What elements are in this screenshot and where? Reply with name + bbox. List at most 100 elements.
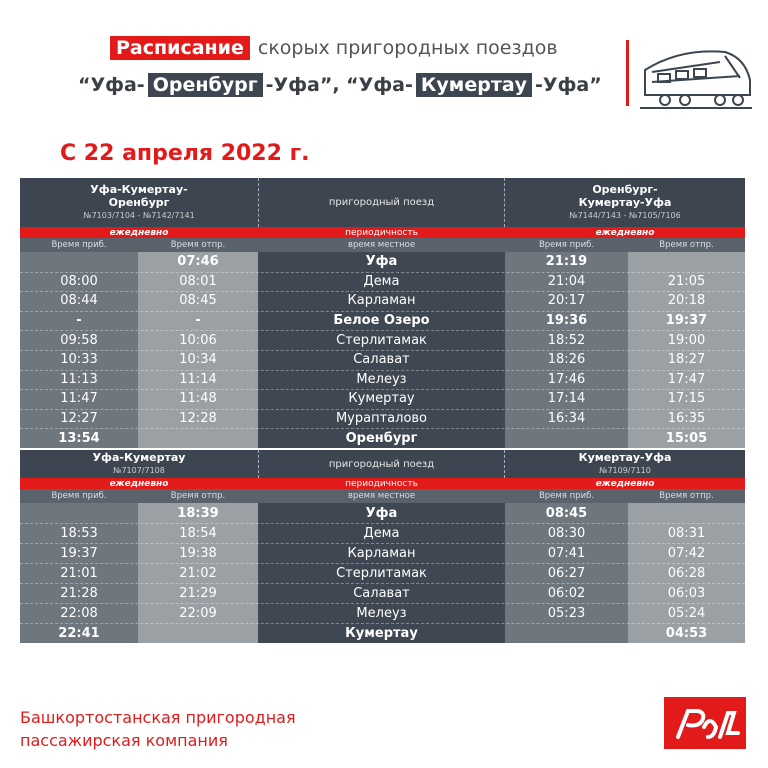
schedule-cell: 08:01 — [179, 273, 217, 289]
schedule-cell: 21:29 — [179, 585, 217, 601]
title: Расписание скорых пригородных поездов — [110, 36, 558, 60]
schedule-cell: Салават — [353, 585, 410, 601]
schedule-cell: 18:27 — [667, 352, 706, 368]
schedule-cell: 08:45 — [545, 505, 588, 521]
schedule-cell: Салават — [353, 352, 410, 368]
schedule-cell: 04:53 — [665, 625, 708, 641]
subheader-cell: Время отпр. — [170, 240, 226, 250]
schedule-cell: 16:35 — [667, 411, 706, 427]
subheader-cell: время местное — [347, 491, 416, 501]
column-bg — [505, 503, 628, 643]
schedule-cell: 08:30 — [547, 525, 586, 541]
schedule-cell: 06:27 — [547, 565, 586, 581]
row-separator — [20, 623, 745, 624]
schedule-cell: 17:14 — [547, 391, 586, 407]
schedule-cell: 19:37 — [60, 545, 98, 561]
date: С 22 апреля 2022 г. — [60, 141, 310, 166]
row-separator — [20, 523, 745, 524]
schedule-cell: 17:47 — [667, 371, 706, 387]
schedule-cell: 21:05 — [667, 273, 706, 289]
schedule-cell: Уфа — [365, 254, 398, 270]
train-name: Уфа-Кумертау — [92, 451, 186, 464]
row-separator — [20, 603, 745, 604]
schedule-cell: 19:36 — [545, 313, 588, 329]
schedule-cell: 05:23 — [547, 605, 586, 621]
train-header: Кумертау-Уфа №7109/7110 — [505, 450, 745, 478]
schedule-cell: 17:15 — [667, 391, 706, 407]
row-separator — [20, 271, 745, 273]
subheader-cell: время местное — [347, 240, 416, 250]
train-name: Оренбург- — [592, 183, 658, 196]
schedule-cell: 11:13 — [60, 371, 98, 387]
schedule-cell: Мелеуз — [356, 605, 407, 621]
row-separator — [20, 389, 745, 391]
schedule-cell: 08:45 — [179, 293, 217, 309]
schedule-cell: 08:44 — [60, 293, 98, 309]
middle-header: пригородный поезд — [258, 178, 505, 227]
table-header — [20, 450, 745, 478]
schedule-cell: 12:28 — [179, 411, 217, 427]
column-bg — [505, 252, 628, 448]
schedule-cell: Уфа — [365, 505, 398, 521]
schedule-cell: 22:41 — [58, 625, 100, 641]
train-numbers: №7109/7110 — [599, 466, 651, 475]
schedule-cell: 19:38 — [179, 545, 217, 561]
column-bg — [258, 252, 505, 448]
train-name: Кумертау-Уфа — [578, 451, 672, 464]
schedule-cell: Оренбург — [345, 430, 418, 446]
schedule-cell: 11:47 — [60, 391, 98, 407]
column-bg — [20, 503, 138, 643]
footer: Башкортостанская пригородная пассажирска… — [20, 706, 296, 752]
subtitle-part: “Уфа- — [78, 74, 145, 96]
subtitle-highlight: Оренбург — [147, 73, 263, 97]
schedule-cell: 18:54 — [179, 525, 217, 541]
schedule-cell: Стерлитамак — [336, 565, 427, 581]
schedule-cell: 09:58 — [60, 332, 98, 348]
schedule-cell: 10:06 — [179, 332, 217, 348]
title-text: скорых пригородных поездов — [257, 37, 558, 59]
train-numbers: №7144/7143 - №7105/7106 — [569, 211, 681, 220]
schedule-cell: - — [195, 313, 201, 329]
schedule-cell: 22:09 — [179, 605, 217, 621]
subtitle: “Уфа- Оренбург -Уфа”, “Уфа- Кумертау -Уф… — [78, 73, 602, 97]
schedule-cell: Карламан — [347, 293, 416, 309]
schedule-cell: 20:18 — [667, 293, 706, 309]
schedule-cell: 18:26 — [547, 352, 586, 368]
schedule-cell: 11:14 — [179, 371, 217, 387]
periodicity: ежедневно — [595, 478, 655, 489]
subheader-row — [20, 238, 745, 252]
schedule-cell: 07:42 — [667, 545, 706, 561]
schedule-cell: 07:41 — [547, 545, 586, 561]
table-header — [20, 178, 745, 227]
schedule-cell: 17:46 — [547, 371, 586, 387]
periodicity-row — [20, 478, 745, 489]
schedule-cell: Мелеуз — [356, 371, 407, 387]
schedule-cell: Дема — [363, 525, 400, 541]
row-separator — [20, 350, 745, 351]
subtitle-part: -Уфа” — [535, 74, 602, 96]
schedule-cell: 06:28 — [667, 565, 706, 581]
periodicity: периодичность — [345, 478, 418, 489]
schedule-cell: 21:02 — [179, 565, 217, 581]
row-separator — [20, 563, 745, 564]
logo — [664, 697, 746, 749]
subheader-cell: Время отпр. — [659, 240, 714, 250]
schedule-cell: 07:46 — [177, 254, 219, 270]
periodicity: ежедневно — [109, 227, 169, 238]
schedule-cell: 21:04 — [547, 273, 586, 289]
column-bg — [628, 252, 745, 448]
schedule-cell: 13:54 — [58, 430, 100, 446]
schedule-cell: 22:08 — [60, 605, 98, 621]
schedule-cell: 18:39 — [177, 505, 219, 521]
periodicity: ежедневно — [109, 478, 169, 489]
periodicity: периодичность — [345, 227, 418, 238]
schedule-cell: 16:34 — [547, 411, 586, 427]
schedule-cell: 21:28 — [60, 585, 98, 601]
row-separator — [20, 583, 745, 584]
schedule-cell: 18:52 — [547, 332, 586, 348]
train-name: Оренбург — [108, 196, 170, 209]
schedule-cell: Кумертау — [348, 391, 415, 407]
footer-line: Башкортостанская пригородная — [20, 708, 296, 727]
train-icon — [640, 50, 752, 109]
